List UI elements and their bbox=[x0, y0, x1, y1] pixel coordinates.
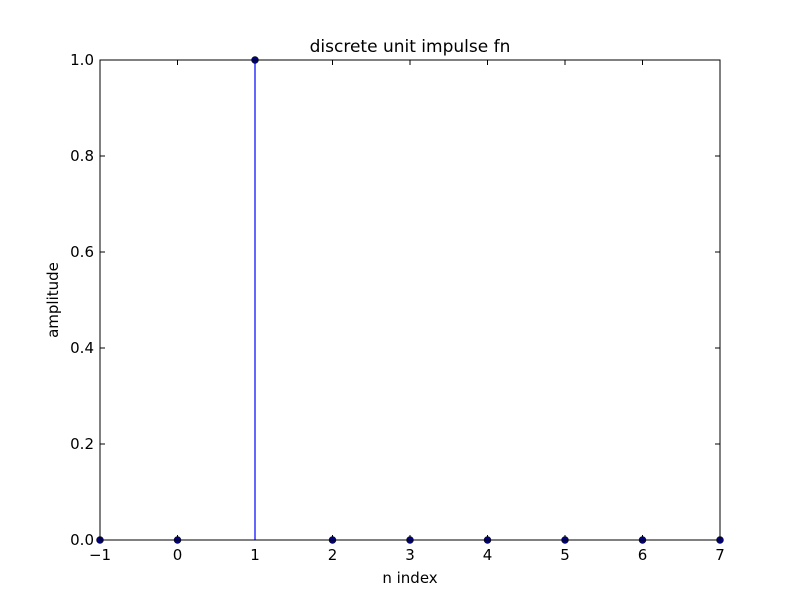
x-tick-label: 5 bbox=[560, 546, 570, 564]
x-tick-label: −1 bbox=[89, 546, 111, 564]
x-tick-label: 0 bbox=[173, 546, 183, 564]
y-axis-label: amplitude bbox=[44, 262, 62, 338]
y-tick-label: 0.8 bbox=[70, 147, 94, 165]
y-tick-label: 0.2 bbox=[70, 435, 94, 453]
x-tick-label: 1 bbox=[250, 546, 260, 564]
plot-area: −1 0 1 2 3 4 5 6 7 0.0 0.2 0.4 0.6 0.8 1.0 bbox=[70, 51, 725, 564]
axes-frame bbox=[99, 59, 721, 541]
x-tick-label: 2 bbox=[328, 546, 338, 564]
x-tick-label: 6 bbox=[638, 546, 648, 564]
y-tick-label: 0.6 bbox=[70, 243, 94, 261]
y-tick-label: 0.0 bbox=[70, 531, 94, 549]
x-axis-label: n index bbox=[382, 569, 437, 587]
x-tick-label: 3 bbox=[405, 546, 415, 564]
x-tick-label: 7 bbox=[715, 546, 725, 564]
y-tick-label: 0.4 bbox=[70, 339, 94, 357]
chart-title: discrete unit impulse fn bbox=[310, 37, 511, 57]
x-tick-label: 4 bbox=[483, 546, 493, 564]
y-tick-label: 1.0 bbox=[70, 51, 94, 69]
